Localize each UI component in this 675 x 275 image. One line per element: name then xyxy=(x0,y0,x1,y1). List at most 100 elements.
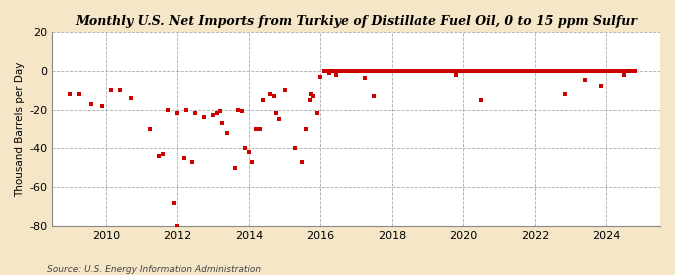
Point xyxy=(311,111,322,116)
Point xyxy=(86,101,97,106)
Point xyxy=(386,68,397,73)
Point xyxy=(540,68,551,73)
Point xyxy=(565,68,576,73)
Point xyxy=(624,68,635,73)
Point xyxy=(163,107,173,112)
Point xyxy=(554,68,565,73)
Point xyxy=(290,146,300,150)
Point xyxy=(347,68,358,73)
Point xyxy=(454,68,465,73)
Point xyxy=(535,68,545,73)
Point xyxy=(463,68,474,73)
Point xyxy=(549,68,560,73)
Point xyxy=(211,111,222,116)
Point xyxy=(590,68,601,73)
Point xyxy=(394,68,404,73)
Point xyxy=(390,68,401,73)
Point xyxy=(300,127,311,131)
Point xyxy=(354,68,365,73)
Point xyxy=(358,68,369,73)
Point xyxy=(240,146,250,150)
Point xyxy=(254,127,265,131)
Point xyxy=(431,68,442,73)
Point xyxy=(388,68,399,73)
Point xyxy=(622,68,633,73)
Point xyxy=(372,68,383,73)
Point xyxy=(589,68,599,73)
Point xyxy=(236,109,247,114)
Point xyxy=(438,68,449,73)
Point xyxy=(410,68,421,73)
Point xyxy=(587,68,597,73)
Point xyxy=(628,68,639,73)
Point xyxy=(458,68,468,73)
Point xyxy=(452,68,463,73)
Point xyxy=(478,68,489,73)
Point xyxy=(547,68,558,73)
Point xyxy=(336,68,347,73)
Point xyxy=(630,68,641,73)
Point xyxy=(244,150,254,154)
Point xyxy=(417,68,428,73)
Point xyxy=(327,68,338,73)
Point xyxy=(319,68,329,73)
Point xyxy=(435,68,446,73)
Point xyxy=(190,111,200,116)
Point xyxy=(401,68,412,73)
Point xyxy=(274,117,285,122)
Point xyxy=(369,94,379,98)
Point xyxy=(465,68,476,73)
Point xyxy=(304,98,315,102)
Point xyxy=(599,68,610,73)
Point xyxy=(186,160,197,164)
Point xyxy=(399,68,410,73)
Point xyxy=(470,68,481,73)
Point xyxy=(524,68,535,73)
Point xyxy=(442,68,453,73)
Point xyxy=(338,68,349,73)
Point xyxy=(531,68,542,73)
Point xyxy=(154,154,165,158)
Point xyxy=(418,68,429,73)
Point xyxy=(340,68,351,73)
Point xyxy=(329,68,340,73)
Point xyxy=(474,68,485,73)
Point xyxy=(270,111,281,116)
Point xyxy=(608,68,619,73)
Point xyxy=(529,68,540,73)
Point xyxy=(580,78,591,82)
Point xyxy=(145,127,156,131)
Point xyxy=(499,68,510,73)
Point xyxy=(626,68,637,73)
Point xyxy=(501,68,512,73)
Point xyxy=(383,68,394,73)
Point xyxy=(468,68,479,73)
Point xyxy=(422,68,433,73)
Point xyxy=(371,68,381,73)
Point xyxy=(426,68,437,73)
Point xyxy=(467,68,478,73)
Point xyxy=(448,68,458,73)
Point xyxy=(603,68,614,73)
Point xyxy=(402,68,413,73)
Point xyxy=(352,68,363,73)
Point xyxy=(363,68,374,73)
Point xyxy=(562,68,572,73)
Point xyxy=(497,68,508,73)
Point xyxy=(367,68,377,73)
Point xyxy=(583,68,594,73)
Point xyxy=(215,109,225,114)
Point xyxy=(381,68,392,73)
Point xyxy=(449,68,460,73)
Point xyxy=(361,68,372,73)
Point xyxy=(526,68,537,73)
Point xyxy=(569,68,580,73)
Point xyxy=(437,68,448,73)
Point xyxy=(443,68,454,73)
Point xyxy=(265,92,275,96)
Point xyxy=(106,88,117,92)
Point xyxy=(325,68,336,73)
Point xyxy=(537,68,547,73)
Point xyxy=(377,68,388,73)
Point xyxy=(456,68,467,73)
